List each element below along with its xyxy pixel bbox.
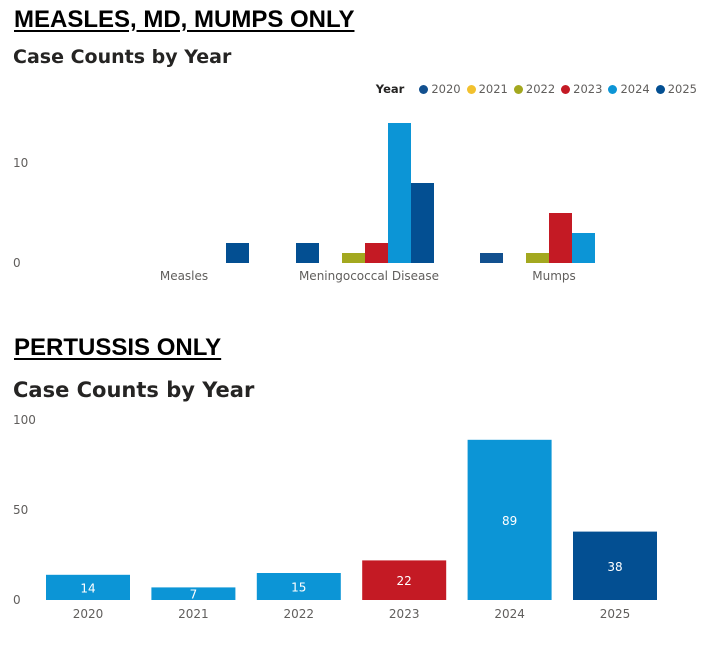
section-heading: PERTUSSIS ONLY	[14, 334, 222, 361]
legend-label: 2025	[667, 82, 697, 96]
legend-dot	[513, 84, 523, 94]
x-tick-label: 2020	[73, 607, 104, 621]
bar-2024	[467, 439, 552, 600]
legend-item[interactable]: 2025	[655, 82, 697, 96]
bar-2020	[46, 574, 130, 600]
bar-2024-mumps	[572, 233, 595, 263]
bar-2025-measles	[226, 243, 249, 263]
chart-legend: Year 2020 2021 2022 2023 2024 2025	[376, 82, 697, 96]
legend-label: 2020	[431, 82, 461, 96]
bar-2020-mumps	[480, 253, 503, 263]
x-tick-label: 2021	[178, 607, 209, 621]
x-tick-label: Measles	[160, 269, 208, 283]
x-tick-label: 2022	[284, 607, 315, 621]
x-tick-label: 2023	[389, 607, 420, 621]
legend-label: 2024	[620, 82, 650, 96]
y-tick-label: 10	[13, 156, 28, 170]
bar-2023	[362, 560, 447, 600]
legend-item[interactable]: 2022	[513, 82, 556, 96]
data-label: 22	[397, 574, 412, 588]
legend-label: 2022	[525, 82, 556, 96]
bar-2022	[256, 573, 341, 600]
legend-dot	[419, 84, 429, 94]
legend-label: 2023	[573, 82, 603, 96]
bar-2025-meningococcal-disease	[411, 183, 434, 263]
data-label: 14	[80, 581, 95, 595]
bar-extra-meningococcal	[296, 243, 319, 263]
data-label: 38	[607, 560, 622, 574]
legend-dot	[466, 84, 476, 94]
data-label: 15	[291, 581, 306, 595]
y-tick-label: 100	[13, 413, 36, 427]
legend-dot	[608, 84, 618, 94]
y-tick-label: 0	[13, 593, 21, 607]
legend-item[interactable]: 2023	[561, 82, 602, 96]
bar-2025	[573, 531, 657, 600]
bar-2021	[151, 587, 236, 600]
chart-title: Case Counts by Year	[13, 46, 232, 68]
legend-item[interactable]: 2024	[608, 82, 650, 96]
legend-label: 2021	[478, 82, 508, 96]
data-label: 89	[502, 514, 517, 528]
bar-2023-mumps	[549, 213, 572, 263]
y-tick-label: 50	[13, 503, 28, 517]
section-heading: MEASLES, MD, MUMPS ONLY	[14, 6, 355, 33]
legend-title: Year	[375, 82, 405, 96]
legend-item[interactable]: 2021	[466, 82, 508, 96]
data-label: 7	[190, 588, 198, 602]
legend-item[interactable]: 2020	[419, 82, 461, 96]
chart-title: Case Counts by Year	[13, 378, 255, 402]
x-tick-label: Mumps	[532, 269, 576, 283]
legend-dot	[561, 84, 571, 94]
x-tick-label: Meningococcal Disease	[299, 269, 439, 283]
legend-dot	[655, 84, 665, 94]
bar-2022-mumps	[526, 253, 549, 263]
bar-2022-meningococcal-disease	[342, 253, 365, 263]
bar-2023-meningococcal-disease	[365, 243, 388, 263]
x-tick-label: 2024	[494, 607, 525, 621]
y-tick-label: 0	[13, 256, 21, 270]
x-tick-label: 2025	[600, 607, 631, 621]
bar-2024-meningococcal-disease	[388, 123, 411, 263]
clustered-bar-chart: 0 10 Measles Meningococcal Disease Mumps	[13, 123, 595, 283]
